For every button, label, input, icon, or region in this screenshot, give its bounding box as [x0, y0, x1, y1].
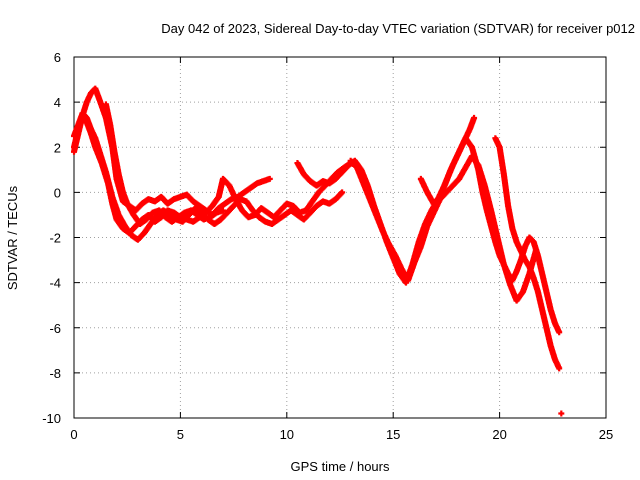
series-track-4 — [102, 101, 226, 227]
x-axis-label: GPS time / hours — [291, 459, 390, 474]
data-point-marker — [339, 189, 346, 196]
y-tick-label: -2 — [49, 231, 61, 246]
chart-title: Day 042 of 2023, Sidereal Day-to-day VTE… — [161, 21, 635, 36]
y-tick-label: 0 — [54, 185, 61, 200]
data-point-marker — [556, 329, 563, 336]
y-tick-label: -8 — [49, 366, 61, 381]
series-track-6 — [347, 153, 539, 304]
series-outlier — [558, 410, 565, 417]
x-tick-label: 0 — [70, 427, 77, 442]
x-tick-label: 10 — [280, 427, 294, 442]
data-point-marker — [266, 175, 273, 182]
data-point-marker — [558, 410, 565, 417]
series-track-8 — [492, 135, 563, 372]
series-track-3 — [71, 110, 346, 243]
grid — [74, 57, 606, 418]
x-tick-label: 15 — [386, 427, 400, 442]
data-point-marker — [556, 365, 563, 372]
data-point-marker — [219, 207, 226, 214]
y-tick-label: 2 — [54, 140, 61, 155]
series-track-7 — [417, 135, 563, 336]
y-tick-label: -6 — [49, 321, 61, 336]
x-tick-label: 5 — [177, 427, 184, 442]
y-tick-label: -10 — [42, 411, 61, 426]
x-tick-label: 25 — [599, 427, 613, 442]
axis-ticks: 0 5 10 15 20 25 -10 -8 -6 -4 -2 0 2 4 6 — [42, 50, 613, 442]
y-tick-label: 4 — [54, 95, 61, 110]
y-tick-label: 6 — [54, 50, 61, 65]
data-point-marker — [471, 114, 478, 121]
x-tick-label: 20 — [492, 427, 506, 442]
data-marks — [71, 85, 565, 417]
y-tick-label: -4 — [49, 276, 61, 291]
y-axis-label: SDTVAR / TECUs — [5, 185, 20, 290]
